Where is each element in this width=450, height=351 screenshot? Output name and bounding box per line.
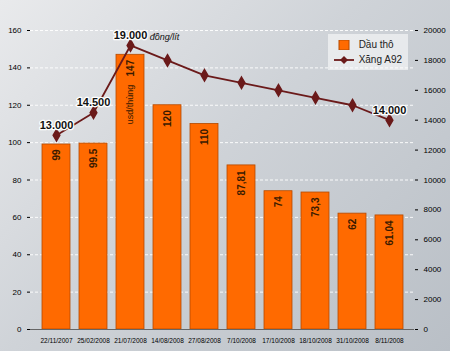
- svg-text:73,3: 73,3: [310, 197, 321, 217]
- svg-text:62: 62: [347, 218, 358, 230]
- svg-text:0: 0: [17, 325, 22, 334]
- svg-text:8/11/2008: 8/11/2008: [375, 337, 404, 344]
- svg-text:17/10/2008: 17/10/2008: [262, 337, 295, 344]
- svg-text:31/10/2008: 31/10/2008: [336, 337, 369, 344]
- svg-text:60: 60: [13, 213, 22, 222]
- svg-text:61.04: 61.04: [384, 220, 395, 245]
- svg-text:8000: 8000: [424, 205, 442, 214]
- html-text:Xăng A92: Xăng A92: [358, 54, 402, 65]
- svg-text:21/07/2008: 21/07/2008: [114, 337, 147, 344]
- svg-text:100: 100: [8, 138, 22, 147]
- svg-text:87,81: 87,81: [236, 170, 247, 195]
- svg-text:16000: 16000: [424, 86, 447, 95]
- html-text:Dầu thô: Dầu thô: [358, 39, 394, 50]
- svg-text:14000: 14000: [424, 116, 447, 125]
- svg-text:20: 20: [13, 288, 22, 297]
- svg-text:0: 0: [424, 325, 429, 334]
- svg-text:14.500: 14.500: [77, 96, 111, 108]
- svg-text:110: 110: [199, 129, 210, 146]
- svg-text:12000: 12000: [424, 146, 447, 155]
- svg-text:99: 99: [51, 149, 62, 161]
- svg-text:đồng/lít: đồng/lít: [150, 32, 180, 42]
- svg-text:10000: 10000: [424, 176, 447, 185]
- svg-text:13.000: 13.000: [40, 119, 74, 131]
- svg-text:25/02/2008: 25/02/2008: [77, 337, 110, 344]
- svg-text:74: 74: [273, 196, 284, 208]
- svg-text:usd/thùng: usd/thùng: [125, 85, 135, 125]
- svg-text:140: 140: [8, 63, 22, 72]
- svg-text:14/08/2008: 14/08/2008: [151, 337, 184, 344]
- svg-text:99.5: 99.5: [88, 148, 99, 168]
- svg-text:120: 120: [162, 110, 173, 127]
- svg-text:80: 80: [13, 176, 22, 185]
- svg-text:4000: 4000: [424, 265, 442, 274]
- svg-text:2000: 2000: [424, 295, 442, 304]
- svg-text:14.000: 14.000: [373, 104, 407, 116]
- svg-text:18000: 18000: [424, 56, 447, 65]
- svg-text:120: 120: [8, 101, 22, 110]
- svg-text:6000: 6000: [424, 235, 442, 244]
- svg-text:19.000: 19.000: [114, 29, 148, 41]
- svg-text:160: 160: [8, 26, 22, 35]
- svg-text:27/08/2008: 27/08/2008: [188, 337, 221, 344]
- svg-text:20000: 20000: [424, 26, 447, 35]
- svg-text:18/10/2008: 18/10/2008: [299, 337, 332, 344]
- svg-text:147: 147: [125, 59, 136, 76]
- svg-text:22/11/2007: 22/11/2007: [40, 337, 72, 344]
- svg-text:40: 40: [13, 250, 22, 259]
- svg-text:7/10/2008: 7/10/2008: [227, 337, 256, 344]
